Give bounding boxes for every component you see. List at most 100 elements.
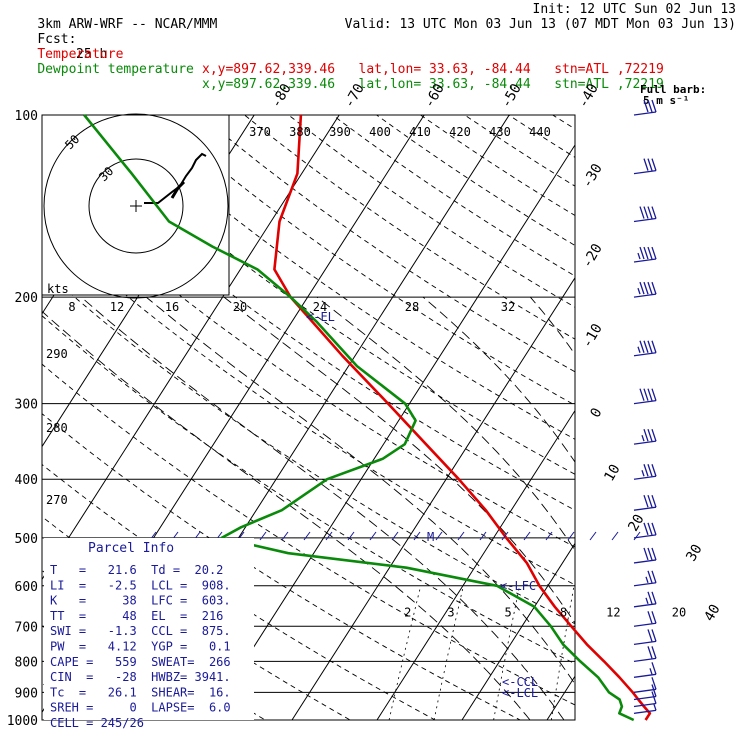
hodograph-units: kts [47,282,69,296]
level-hatch [391,531,399,541]
wind-barb-flag [651,206,657,219]
wind-barb-half [641,434,645,442]
wind-barb-flag [639,206,645,219]
wind-legend-line2: 5 m s⁻¹ [643,94,689,107]
wind-barb-staff [633,217,657,223]
hodograph-ring-outer [43,113,229,299]
legend-dewpoint-info: x,y=897.62,339.46 lat,lon= 33.63, -84.44… [202,77,664,92]
model-title: 3km ARW-WRF -- NCAR/MMM [37,17,218,32]
wind-barb-flag [647,629,653,642]
level-hatch [633,531,641,541]
wind-barb-flag [651,684,657,697]
wind-barb-staff [633,695,657,701]
wind-barb [633,629,657,646]
dry-adiabat [376,115,575,246]
wind-barb-flag [643,340,649,353]
wind-barb-flag [643,494,649,508]
wind-barb-staff [633,657,657,663]
diagram-grid [41,114,740,733]
moist-adiabat [316,296,575,551]
theta-label: 420 [449,125,471,139]
wind-barb-flag [643,158,649,171]
dry-adiabat [200,115,575,373]
dewpoint-line [83,114,635,722]
pressure-label-800: 800 [15,655,38,670]
level-hatch [457,531,465,541]
wind-barb-flag [647,570,653,583]
dry-adiabat [332,115,575,277]
dry-adiabat [729,115,740,733]
isotherm-label: 40 [701,602,723,625]
wind-barb-flag [643,281,649,295]
speed-label: 12 [110,300,124,314]
wind-barb [633,340,657,357]
wind-barb-flag [647,281,653,295]
parcel-line: LI = -2.5 LCL = 908. [50,578,231,592]
forecast-hour: 25 h [76,47,108,62]
wind-barb-flag [651,570,657,583]
wind-barb-staff [633,709,657,714]
mixing-ratio-line [493,585,520,720]
mixing-ratio-label: 20 [672,606,686,620]
plot-frame [41,114,576,721]
wind-barb-flag [651,691,657,704]
wind-barb-flag [647,591,653,605]
dry-adiabat [68,115,575,475]
wind-barb-flag [651,547,657,561]
forecast-label: Fcst: [37,32,77,47]
wind-barb-flag [643,522,649,536]
wind-barb-flag [647,611,653,624]
theta-label: 440 [529,125,551,139]
wind-barb-flag [647,547,653,561]
wind-barb [633,281,657,298]
wind-barb [633,591,657,608]
mixing-ratio-label: 3 [447,606,454,620]
hodograph-ring-inner [88,158,184,254]
parcel-line: Tc = 26.1 SHEAR= 16. [50,685,231,699]
wind-barb [633,99,657,116]
wind-barb-staff [633,640,657,646]
wind-barb [633,684,657,701]
level-hatch [347,531,355,541]
pressure-label-600: 600 [15,580,38,595]
wind-barb-staff [633,506,657,511]
wind-barb-flag [643,388,649,401]
dry-adiabat [288,115,575,308]
theta-label: 390 [329,125,351,139]
header-row-2: Fcst: 25 h Valid: 13 UTC Mon 03 Jun 13 (… [6,17,736,62]
wind-barb-half [653,704,657,711]
speed-label: 28 [405,300,419,314]
wind-barb-staff [633,400,657,405]
wind-barb-staff [633,111,657,116]
theta-label: 400 [369,125,391,139]
wind-barb [633,246,657,263]
wind-barb-flag [643,464,649,477]
wind-barb-flag [651,629,657,642]
wind-barb-staff [633,534,657,539]
wind-barb-flag [651,522,657,536]
wind-barb [633,206,657,223]
wind-barb-flag [651,99,657,113]
wind-barb-flag [639,388,645,401]
pressure-label-1000: 1000 [7,714,38,729]
dry-adiabat [552,115,575,130]
theta-label: 410 [409,125,431,139]
isotherm [546,675,575,720]
wind-barb [633,691,657,708]
isotherm-label: 10 [601,462,623,485]
sounding-series [83,114,652,722]
wind-barb-staff [633,440,657,445]
wind-barb-flag [639,281,645,295]
wind-barb-flag [639,246,645,260]
mixing-ratio-label: 8 [560,606,567,620]
wind-barb-flag [651,591,657,605]
el-marker: <-EL [306,310,335,324]
wind-barb-flag [647,246,653,260]
isotherm-label: 0 [587,405,605,420]
dry-adiabat [42,131,575,511]
wind-barb-flag [647,388,653,401]
pressure-label-100: 100 [15,109,38,124]
isotherm-label: -50 [498,81,525,111]
wind-barb-flag [647,99,653,113]
